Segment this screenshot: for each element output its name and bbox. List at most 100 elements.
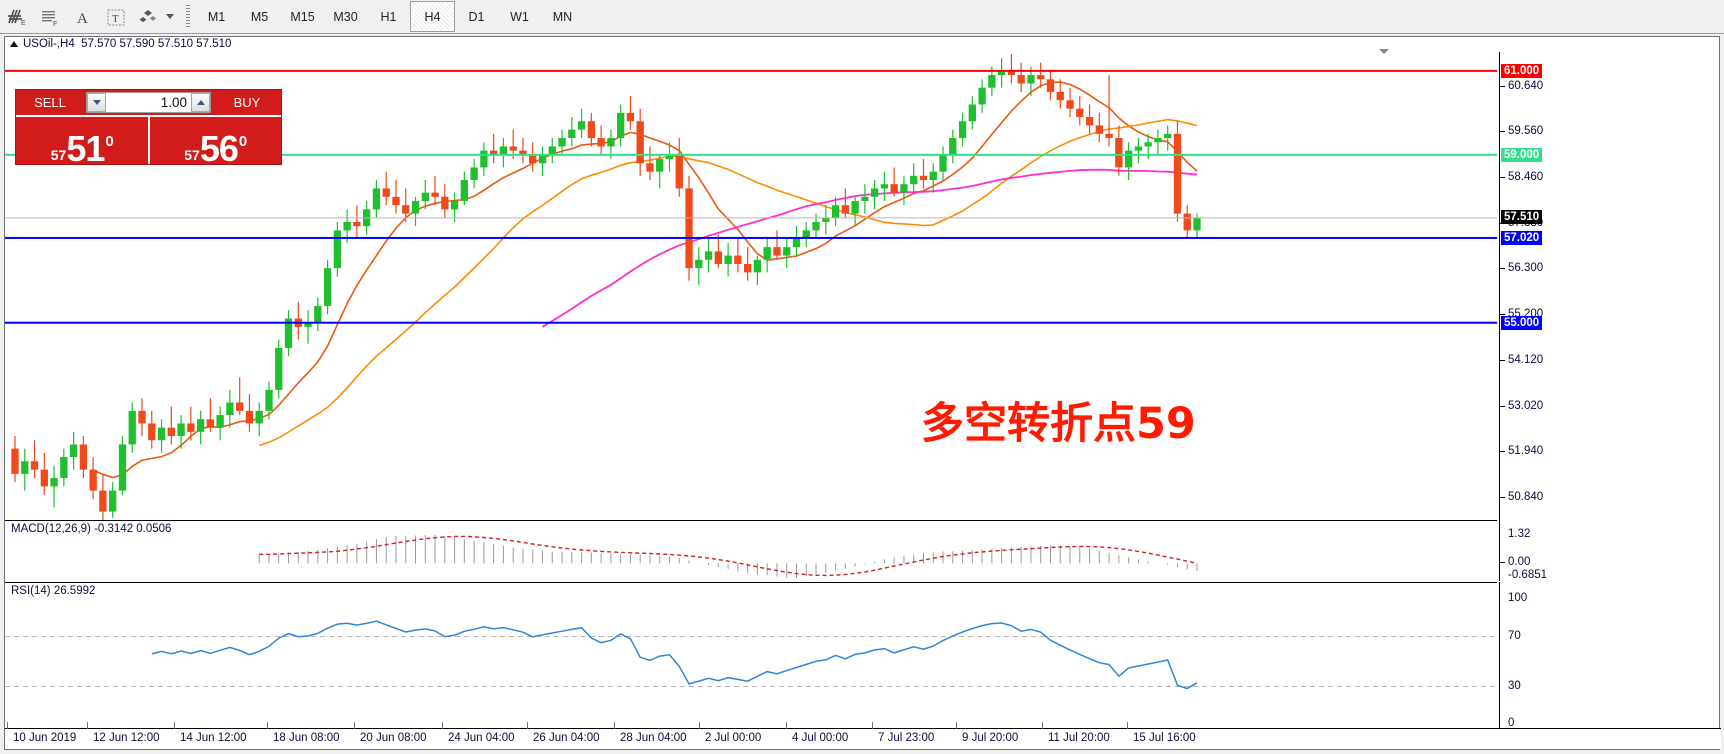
timeframe-m15[interactable]: M15 bbox=[290, 9, 315, 24]
objects-dropdown-caret[interactable] bbox=[166, 14, 174, 19]
time-label: 11 Jul 20:00 bbox=[1048, 732, 1110, 744]
time-label: 10 Jun 2019 bbox=[13, 732, 77, 744]
price-level-tag-61.000[interactable]: 61.000 bbox=[1501, 63, 1543, 78]
time-label: 18 Jun 08:00 bbox=[273, 732, 340, 744]
macd-svg bbox=[258, 535, 1198, 578]
axis-tick bbox=[1500, 405, 1505, 407]
time-label: 4 Jul 00:00 bbox=[792, 732, 849, 744]
sell-price-display[interactable]: 57 51 0 bbox=[16, 117, 148, 169]
axis-tick bbox=[1500, 131, 1505, 133]
rsi-axis: 100 70 30 0 bbox=[1499, 582, 1721, 729]
time-axis[interactable]: 10 Jun 2019 12 Jun 12:00 14 Jun 12:00 18 Ju… bbox=[5, 722, 1721, 749]
macd-scale-label: 1.32 bbox=[1508, 528, 1531, 540]
axis-tick bbox=[1500, 497, 1505, 499]
volume-decrease-button[interactable] bbox=[87, 93, 106, 112]
axis-tick bbox=[1500, 451, 1505, 453]
time-label: 9 Jul 20:00 bbox=[962, 732, 1019, 744]
price-tick-54.120: 54.120 bbox=[1508, 353, 1544, 366]
text-box-icon[interactable]: T bbox=[99, 2, 132, 31]
macd-label: MACD(12,26,9) -0.3142 0.0506 bbox=[11, 523, 172, 535]
axis-tick bbox=[1500, 177, 1505, 179]
axis-tick bbox=[1500, 562, 1505, 564]
timeframe-d1[interactable]: D1 bbox=[468, 9, 485, 24]
time-separator bbox=[956, 722, 957, 729]
price-level-tag-57.020[interactable]: 57.020 bbox=[1501, 230, 1543, 245]
sell-price-prefix: 57 bbox=[50, 147, 67, 163]
trade-panel-top-row: SELL 1.00 BUY bbox=[16, 90, 281, 115]
buy-price-prefix: 57 bbox=[184, 147, 200, 163]
time-label: 24 Jun 04:00 bbox=[448, 732, 515, 744]
buy-button[interactable]: BUY bbox=[215, 92, 279, 113]
price-level-tag-59.000[interactable]: 59.000 bbox=[1501, 147, 1543, 162]
time-label: 14 Jun 12:00 bbox=[180, 732, 247, 744]
sell-price-big: 51 bbox=[66, 128, 105, 169]
svg-text:A: A bbox=[77, 11, 88, 27]
main-toolbar: E F A T bbox=[0, 0, 1724, 34]
timeframe-m5[interactable]: M5 bbox=[250, 9, 269, 24]
chart-window: USOil-,H4 57.570 57.590 57.510 57.510 60… bbox=[4, 36, 1721, 750]
time-label: 20 Jun 08:00 bbox=[360, 732, 427, 744]
timeframe-mn[interactable]: MN bbox=[552, 9, 573, 24]
axis-tick bbox=[1500, 359, 1505, 361]
time-separator bbox=[872, 722, 873, 729]
rsi-scale-label: 70 bbox=[1508, 629, 1521, 642]
collapse-triangle-icon[interactable] bbox=[10, 41, 18, 47]
time-separator bbox=[354, 722, 355, 729]
minimize-icon[interactable] bbox=[1379, 49, 1389, 54]
svg-text:T: T bbox=[112, 13, 119, 25]
axis-tick bbox=[1500, 85, 1505, 87]
buy-price-display[interactable]: 57 56 0 bbox=[147, 117, 282, 169]
time-separator bbox=[614, 722, 615, 729]
volume-value[interactable]: 1.00 bbox=[160, 95, 187, 110]
rsi-scale-label: 0 bbox=[1508, 717, 1515, 729]
macd-pane[interactable]: MACD(12,26,9) -0.3142 0.0506 bbox=[5, 520, 1497, 582]
one-click-trading-panel[interactable]: SELL 1.00 BUY 57 51 0 bbox=[15, 89, 282, 169]
time-label: 28 Jun 04:00 bbox=[620, 732, 687, 744]
time-separator bbox=[442, 722, 443, 729]
time-label: 7 Jul 23:00 bbox=[878, 732, 935, 744]
rsi-label: RSI(14) 26.5992 bbox=[11, 585, 96, 597]
rsi-pane[interactable]: RSI(14) 26.5992 bbox=[5, 582, 1497, 730]
price-chart-pane[interactable] bbox=[5, 52, 1497, 520]
price-tick-59.560: 59.560 bbox=[1508, 125, 1544, 138]
timeframe-m1[interactable]: M1 bbox=[207, 9, 226, 24]
price-axis[interactable]: 60.64059.56058.46057.38056.30055.20054.1… bbox=[1499, 52, 1721, 520]
time-separator bbox=[786, 722, 787, 729]
grid-icon[interactable]: F bbox=[33, 2, 66, 31]
objects-icon[interactable] bbox=[132, 2, 165, 31]
volume-stepper[interactable]: 1.00 bbox=[86, 92, 211, 113]
timeframe-h1[interactable]: H1 bbox=[380, 9, 397, 24]
volume-increase-button[interactable] bbox=[191, 93, 210, 112]
time-separator bbox=[527, 722, 528, 729]
rsi-scale-label: 30 bbox=[1508, 679, 1521, 692]
time-separator bbox=[87, 722, 88, 729]
current-price-tag: 57.510 bbox=[1501, 210, 1543, 225]
time-label: 26 Jun 04:00 bbox=[533, 732, 600, 744]
macd-axis: 1.32 0.00 -0.6851 bbox=[1499, 520, 1721, 581]
timeframe-m30[interactable]: M30 bbox=[333, 9, 358, 24]
price-tick-56.300: 56.300 bbox=[1508, 262, 1544, 275]
timeframe-h4[interactable]: H4 bbox=[410, 1, 455, 32]
candlestick-svg bbox=[5, 54, 1497, 520]
svg-text:F: F bbox=[53, 21, 57, 27]
price-level-tag-55.000[interactable]: 55.000 bbox=[1501, 315, 1543, 330]
buy-price-big: 56 bbox=[199, 128, 239, 169]
price-tick-53.020: 53.020 bbox=[1508, 399, 1544, 412]
toolbar-separator bbox=[183, 4, 192, 30]
time-separator bbox=[1042, 722, 1043, 729]
text-label-icon[interactable]: A bbox=[66, 2, 99, 31]
macd-scale-label: -0.6851 bbox=[1508, 569, 1548, 581]
time-separator bbox=[7, 722, 8, 729]
time-separator bbox=[174, 722, 175, 729]
svg-text:E: E bbox=[21, 20, 26, 27]
time-separator bbox=[699, 722, 700, 729]
indicators-icon[interactable]: E bbox=[0, 2, 33, 31]
price-tick-51.940: 51.940 bbox=[1508, 445, 1544, 458]
trade-panel-prices: 57 51 0 57 56 0 bbox=[16, 115, 282, 169]
sell-button[interactable]: SELL bbox=[18, 92, 82, 113]
symbol-header: USOil-,H4 57.570 57.590 57.510 57.510 bbox=[5, 37, 1719, 51]
timeframe-w1[interactable]: W1 bbox=[510, 9, 529, 24]
time-label: 2 Jul 00:00 bbox=[705, 732, 762, 744]
axis-tick bbox=[1500, 268, 1505, 270]
